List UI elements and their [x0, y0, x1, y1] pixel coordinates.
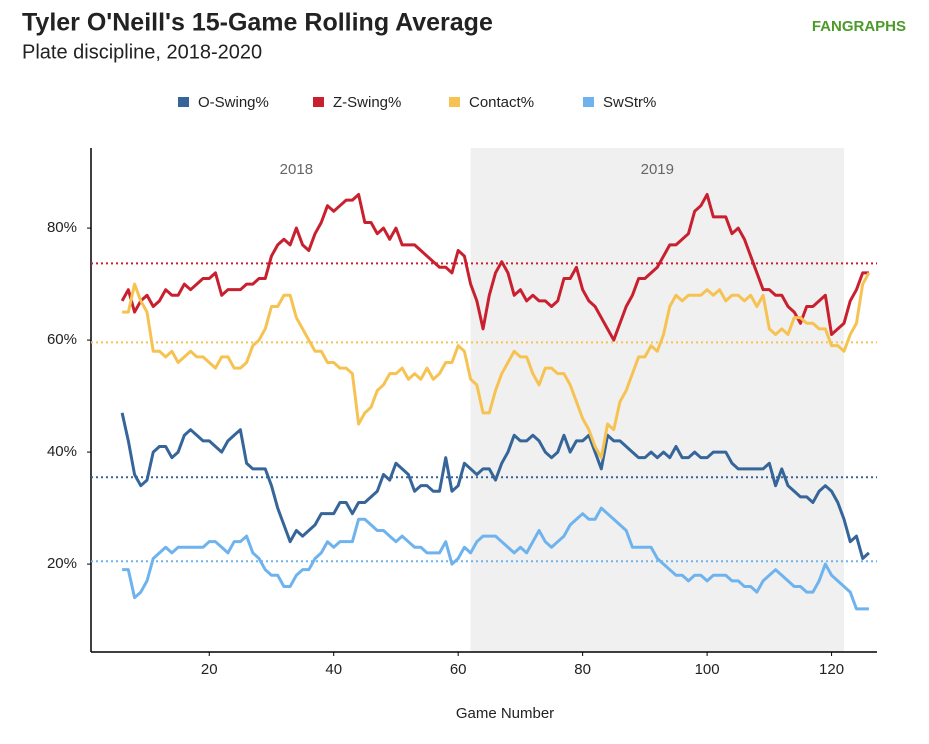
shaded-region — [470, 148, 845, 652]
y-tick-label: 40% — [47, 443, 77, 460]
series-line — [122, 506, 869, 611]
legend-label: SwStr% — [603, 94, 656, 111]
y-tick-label: 20% — [47, 555, 77, 572]
legend-label: Z-Swing% — [333, 94, 401, 111]
chart-subtitle: Plate discipline, 2018-2020 — [22, 41, 262, 63]
logo: FANGRAPHS — [812, 18, 906, 35]
series-line — [120, 412, 870, 560]
legend-label: Contact% — [469, 94, 534, 111]
series-line — [122, 272, 871, 460]
chart-title: Tyler O'Neill's 15-Game Rolling Average — [22, 9, 493, 37]
y-tick-label: 60% — [47, 331, 77, 348]
x-tick-label: 40 — [325, 661, 342, 678]
series-line — [120, 192, 869, 342]
x-tick-label: 120 — [819, 661, 844, 678]
x-tick-label: 20 — [201, 661, 218, 678]
x-tick-label: 100 — [695, 661, 720, 678]
x-axis-label: Game Number — [456, 705, 554, 722]
annotation: 2018 — [280, 161, 313, 178]
legend-label: O-Swing% — [198, 94, 269, 111]
x-tick-label: 60 — [450, 661, 467, 678]
annotation: 2019 — [641, 161, 674, 178]
y-tick-label: 80% — [47, 219, 77, 236]
x-tick-label: 80 — [574, 661, 591, 678]
